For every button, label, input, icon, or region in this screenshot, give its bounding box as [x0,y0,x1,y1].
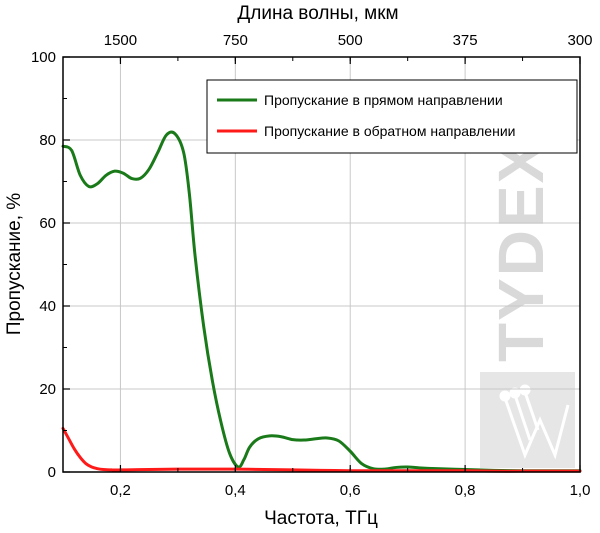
tick-marks [62,56,581,473]
series-layer [61,130,582,473]
tydex-logo-emblem [499,384,570,460]
legend-label-forward: Пропускание в прямом направлении [264,92,503,108]
tick-labels: 0,2 0,4 0,6 0,8 1,0 1500 750 500 375 300 0 20 40 60 80… [31,32,593,499]
x-tick-label: 0,6 [340,482,361,499]
tydex-watermark: TYDEX [480,139,575,468]
series-line-forward [61,130,582,473]
top-tick-label: 375 [453,32,478,49]
series-line-reverse [61,426,582,473]
y-tick-label: 40 [39,298,56,315]
top-tick-label: 1500 [104,32,137,49]
tydex-watermark-text: TYDEX [485,139,557,362]
legend-label-reverse: Пропускание в обратном направлении [264,123,515,139]
top-axis-title: Длина волны, мкм [237,3,398,24]
y-tick-label: 60 [39,215,56,232]
x-tick-label: 0,4 [225,482,246,499]
top-tick-label: 750 [223,32,248,49]
y-tick-label: 20 [39,381,56,398]
x-tick-label: 0,2 [110,482,131,499]
x-tick-label: 0,8 [455,482,476,499]
y-tick-label: 100 [31,49,56,66]
y-tick-label: 80 [39,132,56,149]
y-tick-label: 0 [48,464,56,481]
y-axis-title: Пропускание, % [4,193,25,335]
top-tick-label: 300 [567,32,592,49]
x-tick-label: 1,0 [570,482,591,499]
legend-box [206,79,578,154]
x-axis-title: Частота, ТГц [264,508,378,529]
top-tick-label: 500 [338,32,363,49]
legend: Пропускание в прямом направлении Пропуск… [206,79,578,154]
